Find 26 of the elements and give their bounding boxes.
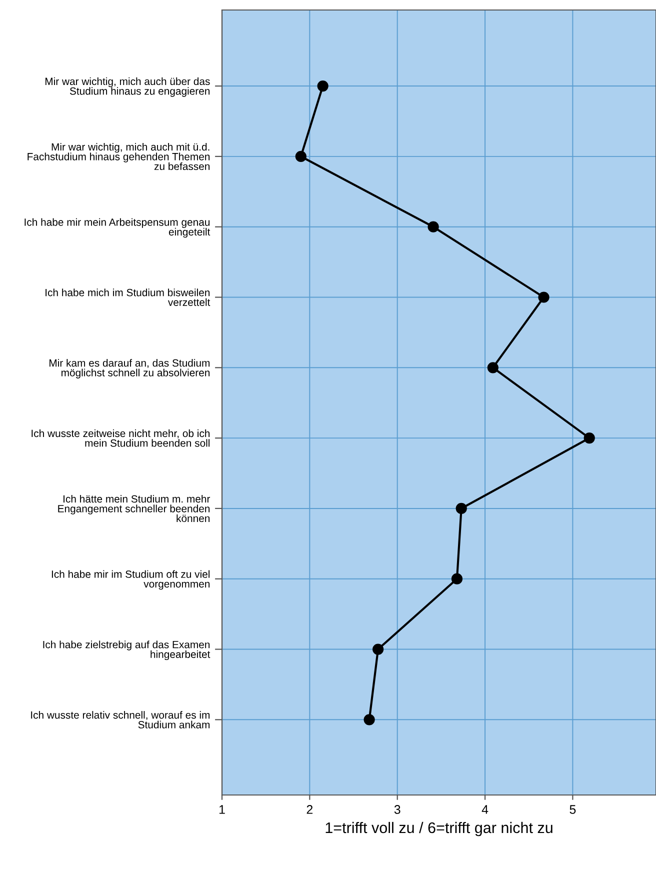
y-tick-label: Ich habe zielstrebig auf das Examen hingearbeitet xyxy=(43,640,210,660)
point xyxy=(487,362,498,374)
x-tick-label: 2 xyxy=(306,805,313,814)
point xyxy=(584,432,595,444)
point xyxy=(364,714,375,726)
y-tick-label: Ich wusste zeitweise nicht mehr, ob ich mein Studium beenden soll xyxy=(32,429,210,447)
y-tick-label: Ich habe mich im Studium bisweilen verzettelt xyxy=(46,288,210,306)
x-tick-label: 1 xyxy=(219,805,225,814)
y-tick-label: Ich habe mir mein Arbeitspensum genau eingeteilt xyxy=(24,218,210,238)
x-axis-title: 1=trifft voll zu / 6=trifft gar nicht zu xyxy=(326,822,552,836)
point xyxy=(317,80,328,92)
x-tick-label: 5 xyxy=(570,805,576,814)
x-tick-label: 4 xyxy=(482,805,488,814)
y-tick-label: Mir war wichtig, mich auch über das Studium hinaus zu engagieren xyxy=(45,77,210,97)
x-tick-label: 3 xyxy=(394,805,400,814)
y-tick-label: Mir kam es darauf an, das Studium möglichst schnell zu absolvieren xyxy=(50,359,210,378)
point xyxy=(428,221,439,232)
point xyxy=(538,292,550,303)
point xyxy=(295,150,306,162)
y-tick-label: Mir war wichtig, mich auch mit ü.d. Fachstudium hinaus gehenden Themen zu befassen xyxy=(28,142,210,170)
y-tick-label: Ich wusste relativ schnell, worauf es im Studium ankam xyxy=(31,711,210,728)
y-tick-label: Ich habe mir im Studium oft zu viel vorgenommen xyxy=(52,570,210,590)
y-tick-label: Ich hätte mein Studium m. mehr Engangement schneller beenden können xyxy=(58,494,210,522)
point xyxy=(372,644,384,655)
point xyxy=(451,573,463,584)
point xyxy=(456,502,467,514)
